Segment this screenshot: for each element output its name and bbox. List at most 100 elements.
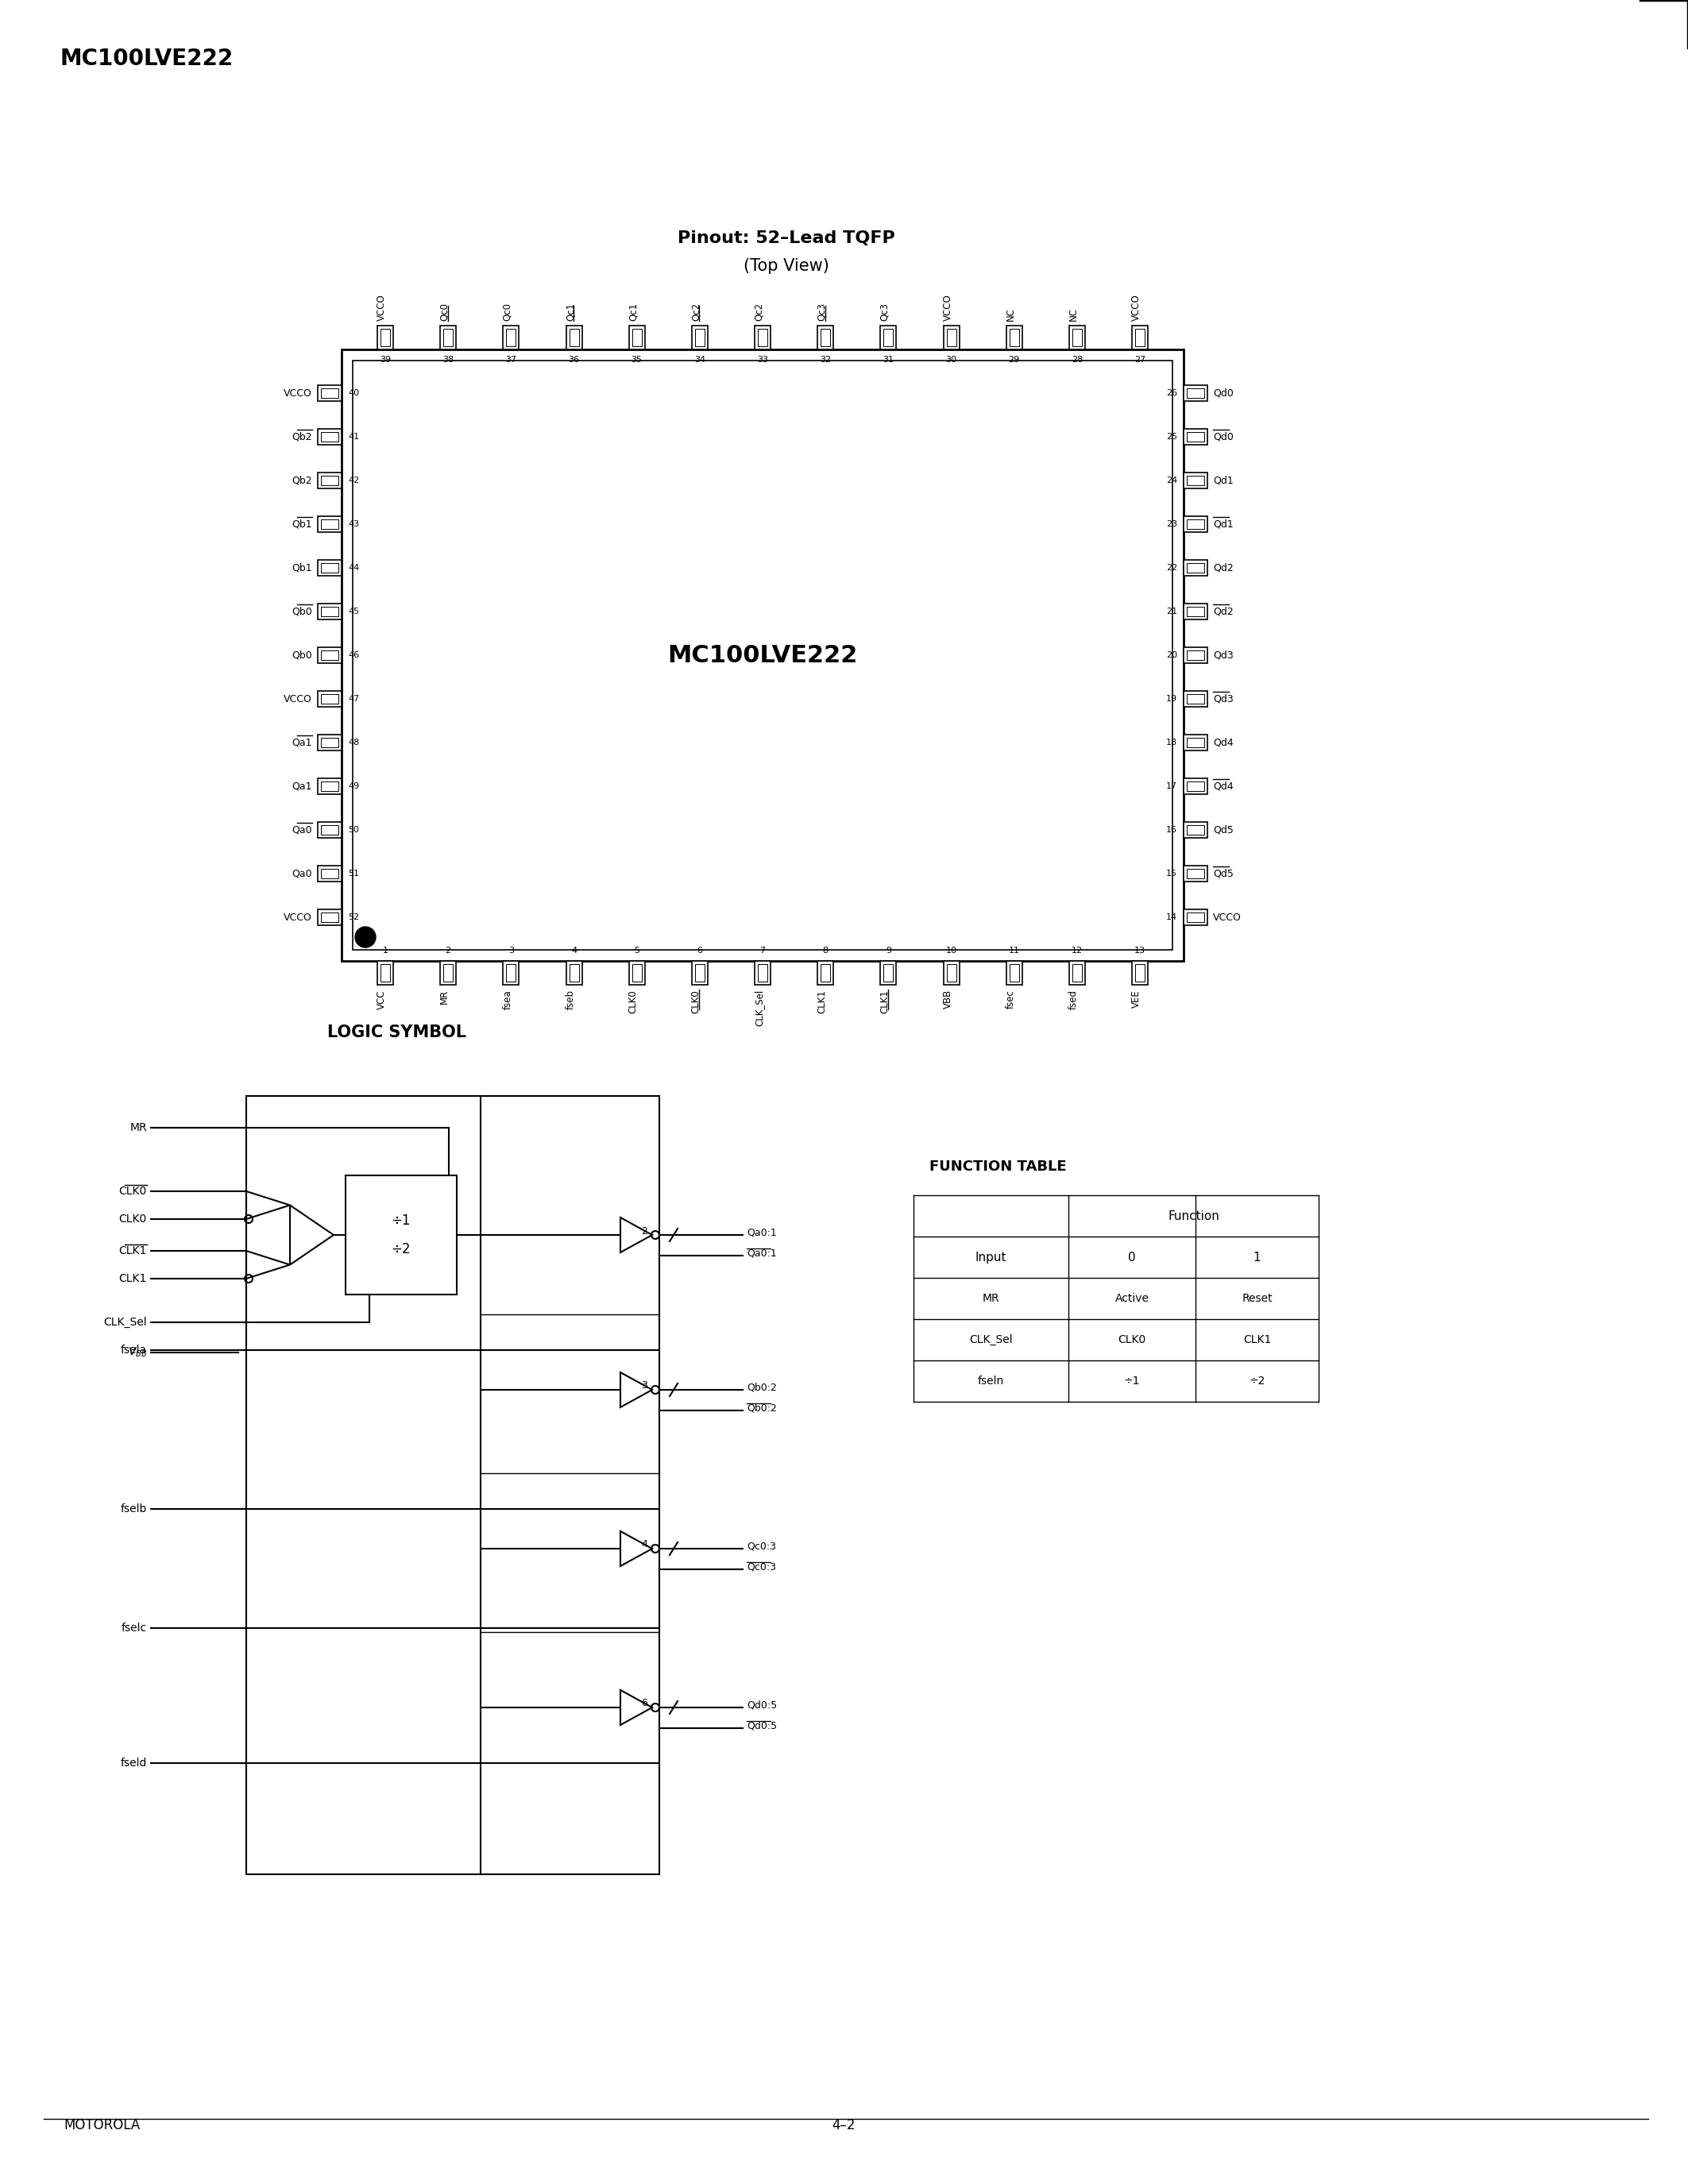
Bar <box>503 961 518 985</box>
Text: 42: 42 <box>348 476 360 485</box>
Bar <box>506 330 517 347</box>
Text: 1: 1 <box>383 946 388 954</box>
Text: fsed: fsed <box>1069 989 1079 1009</box>
Text: 33: 33 <box>756 356 768 365</box>
Text: CLK1: CLK1 <box>118 1273 147 1284</box>
Text: Qa0:1: Qa0:1 <box>746 1247 776 1258</box>
Bar <box>1133 961 1148 985</box>
Bar <box>565 325 582 349</box>
Bar <box>569 330 579 347</box>
Bar <box>317 515 341 533</box>
Bar <box>1187 563 1204 572</box>
Text: Qd4: Qd4 <box>1214 738 1234 747</box>
Text: 17: 17 <box>1166 782 1177 791</box>
Text: 44: 44 <box>348 563 360 572</box>
Text: Qd0: Qd0 <box>1214 432 1234 441</box>
Text: 4: 4 <box>641 1540 648 1551</box>
Text: 18: 18 <box>1166 738 1177 747</box>
Text: 11: 11 <box>1008 946 1020 954</box>
Bar <box>380 963 390 981</box>
Text: fsec: fsec <box>1006 989 1016 1009</box>
Bar <box>1183 778 1207 795</box>
Bar <box>817 325 834 349</box>
Bar <box>565 961 582 985</box>
Bar <box>1187 476 1204 485</box>
Text: Qd5: Qd5 <box>1214 826 1234 834</box>
Text: 24: 24 <box>1166 476 1177 485</box>
Bar <box>758 330 768 347</box>
Bar <box>378 325 393 349</box>
Text: VCCO: VCCO <box>284 913 312 922</box>
Text: 14: 14 <box>1166 913 1177 922</box>
Text: CLK0: CLK0 <box>118 1214 147 1225</box>
Text: MR: MR <box>130 1123 147 1133</box>
Text: Qc1: Qc1 <box>565 304 576 321</box>
Text: Qb0:2: Qb0:2 <box>746 1382 776 1393</box>
Bar <box>692 325 707 349</box>
Text: 5: 5 <box>635 946 640 954</box>
Bar <box>317 778 341 795</box>
Bar <box>380 330 390 347</box>
Text: fsea: fsea <box>503 989 513 1009</box>
Text: Qa1: Qa1 <box>292 782 312 791</box>
Bar <box>1187 913 1204 922</box>
Bar <box>947 330 955 347</box>
Text: LOGIC SYMBOL: LOGIC SYMBOL <box>327 1024 466 1040</box>
Bar <box>321 607 338 616</box>
Text: 47: 47 <box>348 695 360 703</box>
Text: 37: 37 <box>505 356 517 365</box>
Bar <box>321 913 338 922</box>
Text: fselc: fselc <box>122 1623 147 1634</box>
Bar <box>1134 330 1144 347</box>
Text: Qc2: Qc2 <box>755 304 765 321</box>
Bar <box>755 961 770 985</box>
Text: VCCO: VCCO <box>942 295 952 321</box>
Text: (Top View): (Top View) <box>743 258 829 273</box>
Bar <box>321 432 338 441</box>
Text: MC100LVE222: MC100LVE222 <box>59 48 233 70</box>
Text: Qd1: Qd1 <box>1214 520 1234 529</box>
Text: 13: 13 <box>1134 946 1146 954</box>
Text: 38: 38 <box>442 356 454 365</box>
Bar <box>1183 472 1207 489</box>
Bar <box>755 325 770 349</box>
Text: 29: 29 <box>1008 356 1020 365</box>
Text: 30: 30 <box>945 356 957 365</box>
Bar <box>317 909 341 926</box>
Text: 2: 2 <box>641 1225 648 1236</box>
Text: 4: 4 <box>571 946 577 954</box>
Text: 27: 27 <box>1134 356 1146 365</box>
Text: Qb2: Qb2 <box>292 432 312 441</box>
Bar <box>944 961 959 985</box>
Bar <box>353 360 1173 950</box>
Bar <box>506 963 517 981</box>
Text: Qc3: Qc3 <box>879 304 890 321</box>
Text: VCCO: VCCO <box>1214 913 1241 922</box>
Bar <box>1187 782 1204 791</box>
Bar <box>569 963 579 981</box>
Text: VBB: VBB <box>942 989 952 1009</box>
Text: 26: 26 <box>1166 389 1177 397</box>
Text: ÷1: ÷1 <box>392 1214 410 1227</box>
Text: Qc0: Qc0 <box>503 304 513 321</box>
Text: CLK_Sel: CLK_Sel <box>755 989 765 1026</box>
Text: VCCO: VCCO <box>1131 295 1141 321</box>
Text: MR: MR <box>982 1293 999 1304</box>
Text: 23: 23 <box>1166 520 1177 529</box>
Text: 3: 3 <box>508 946 513 954</box>
Text: 10: 10 <box>945 946 957 954</box>
Text: Qd3: Qd3 <box>1214 695 1234 703</box>
Text: 51: 51 <box>348 869 360 878</box>
Bar <box>1183 603 1207 620</box>
Bar <box>246 1096 660 1874</box>
Bar <box>1187 695 1204 703</box>
Text: Qd2: Qd2 <box>1214 563 1234 572</box>
Text: 35: 35 <box>631 356 643 365</box>
Text: Function: Function <box>1168 1210 1219 1221</box>
Text: Qd5: Qd5 <box>1214 869 1234 878</box>
Bar <box>1187 869 1204 878</box>
Text: Reset: Reset <box>1242 1293 1273 1304</box>
Bar <box>441 325 456 349</box>
Text: Qd0:5: Qd0:5 <box>746 1699 776 1710</box>
Bar <box>1069 961 1085 985</box>
